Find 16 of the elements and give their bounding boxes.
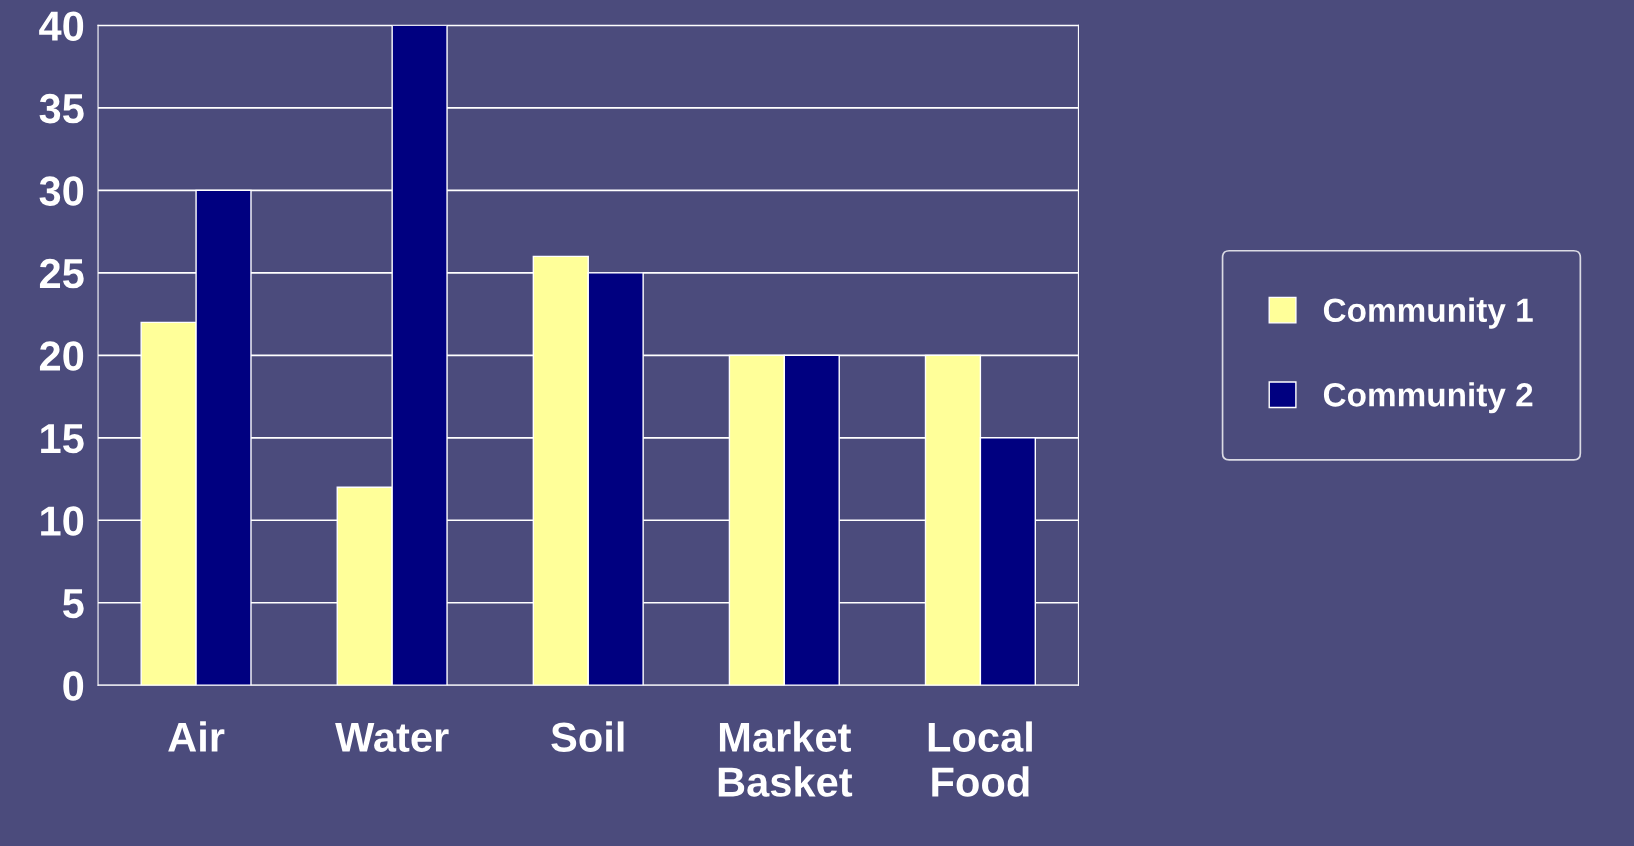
x-tick-label: Local Food <box>928 721 1032 797</box>
y-tick-label: 40 <box>39 11 84 41</box>
x-tick-label: Water <box>335 722 449 752</box>
y-tick-label: 5 <box>62 589 84 619</box>
y-tick-label: 15 <box>41 424 84 454</box>
y-tick-label: 0 <box>63 671 84 701</box>
x-tick-label: Soil <box>551 721 624 752</box>
y-tick-label: 20 <box>39 341 84 371</box>
y-tick-label: 25 <box>39 258 84 289</box>
legend-label: Community 2 <box>1323 382 1533 414</box>
y-tick-label: 35 <box>39 93 84 124</box>
y-tick-label: 30 <box>39 176 84 206</box>
y-tick-label: 10 <box>41 506 84 536</box>
x-tick-label: Market Basket <box>718 721 853 797</box>
x-tick-label: Air <box>168 721 225 752</box>
legend-label: Community 1 <box>1323 297 1533 329</box>
